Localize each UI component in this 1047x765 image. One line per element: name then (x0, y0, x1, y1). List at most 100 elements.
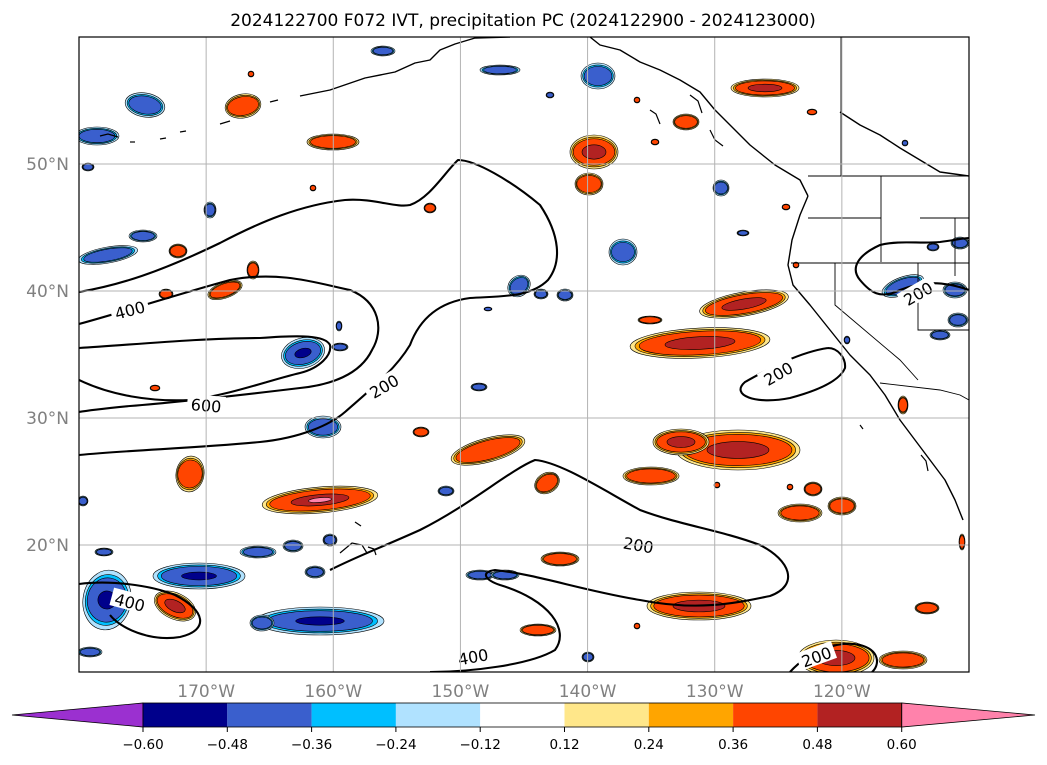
colorbar-tick-label: 0.12 (549, 737, 579, 753)
island-outline (159, 137, 167, 140)
precip-cell (651, 139, 659, 145)
ivt-contour-line (79, 275, 380, 414)
lon-tick-label: 170°W (177, 682, 235, 702)
contour-label-bg (452, 643, 494, 668)
precip-cell (558, 290, 572, 300)
precip-cell (284, 541, 302, 551)
border-line (834, 263, 919, 381)
admin-borders (791, 37, 969, 401)
colorbar-tick-label: −0.24 (375, 737, 416, 753)
precip-cell (916, 603, 938, 613)
precip-cell (372, 46, 394, 55)
colorbar-tick-label: 0.48 (802, 737, 832, 753)
precip-cell (581, 144, 607, 160)
ivt-contour-line (79, 158, 559, 457)
precip-cell (634, 97, 640, 103)
colorbar-tick-label: 0.36 (718, 737, 748, 753)
precip-cell (128, 95, 162, 115)
coastline (299, 37, 511, 97)
precip-cell (413, 427, 429, 437)
colorbar-tick-label: −0.48 (207, 737, 248, 753)
precip-cell (455, 437, 521, 463)
precip-cell (472, 383, 486, 391)
colorbar-tick-label: −0.12 (460, 737, 501, 753)
precip-cell (747, 83, 783, 93)
precip-cell (96, 548, 112, 556)
precip-cell (181, 571, 217, 581)
precip-cell (674, 115, 698, 129)
colorbar-tick-label: 0.24 (634, 737, 664, 753)
precip-cell (484, 307, 492, 311)
colorbar: −0.60 −0.48 −0.36 −0.24 −0.12 0.12 0.24 0.36 0.4… (11, 702, 1036, 753)
colorbar-tick-label: −0.60 (122, 737, 163, 753)
coastline (839, 111, 969, 177)
precip-cell (664, 336, 736, 350)
colorbar-segment (395, 703, 481, 727)
precip-cell (949, 314, 967, 326)
precip-cell (169, 245, 187, 257)
precip-cell (844, 336, 850, 344)
colorbar-segment (564, 703, 649, 727)
ivt-contour-line (79, 335, 332, 402)
precip-cell (83, 247, 133, 263)
precip-cell (204, 203, 216, 217)
precip-cell (294, 347, 312, 359)
colorbar-segment (733, 703, 818, 727)
precip-cell (780, 505, 820, 521)
precip-cell (79, 497, 88, 505)
precip-cell (439, 486, 453, 495)
island-outline (354, 521, 362, 527)
contour-label-bg (896, 275, 939, 310)
colorbar-frame (142, 702, 903, 728)
precip-cell (626, 468, 676, 484)
precip-cell (583, 66, 613, 86)
precip-cell (804, 483, 822, 495)
coastlines (299, 37, 969, 521)
precip-cell (611, 242, 635, 262)
island-outline (649, 109, 661, 125)
precip-cell (576, 175, 602, 193)
precip-cell (807, 109, 817, 115)
island-outline (859, 424, 864, 430)
precip-cell (251, 616, 273, 630)
precip-cell (543, 553, 577, 565)
precip-cell (131, 231, 155, 241)
precip-cell (898, 397, 908, 413)
precip-cell (295, 616, 345, 626)
precip-cell (177, 459, 203, 489)
colorbar-segment (648, 703, 734, 727)
island-outline (269, 99, 279, 103)
precip-cell (959, 535, 965, 549)
precip-cell (150, 385, 160, 391)
precip-cell (721, 297, 767, 311)
colorbar-segment (311, 703, 396, 727)
chart-title: 2024122700 F072 IVT, precipitation PC (2… (230, 11, 816, 31)
precip-cell (227, 96, 259, 116)
precip-cell (323, 535, 337, 545)
colorbar-extend-high (901, 702, 1036, 728)
islands (99, 94, 929, 556)
precip-cell (310, 185, 316, 191)
coastline (589, 37, 809, 197)
lat-tick-label: 50°N (26, 155, 69, 175)
precip-cell (546, 92, 554, 98)
precip-cell (639, 316, 661, 324)
precip-cell (902, 140, 908, 146)
plot-frame (78, 36, 970, 673)
lat-tick-label: 40°N (26, 282, 69, 302)
precip-cell (714, 181, 728, 195)
colorbar-segment (143, 703, 228, 727)
precip-cell (534, 289, 548, 298)
precip-cell (248, 71, 254, 77)
island-outline (219, 120, 231, 125)
island-outline (99, 133, 119, 138)
precip-cell (634, 623, 640, 629)
contour-label-bg (756, 355, 799, 390)
precip-cell (706, 441, 770, 459)
precip-cell (209, 281, 241, 299)
precip-cell (536, 473, 558, 493)
precip-cell (79, 129, 116, 143)
coastline (787, 195, 964, 521)
